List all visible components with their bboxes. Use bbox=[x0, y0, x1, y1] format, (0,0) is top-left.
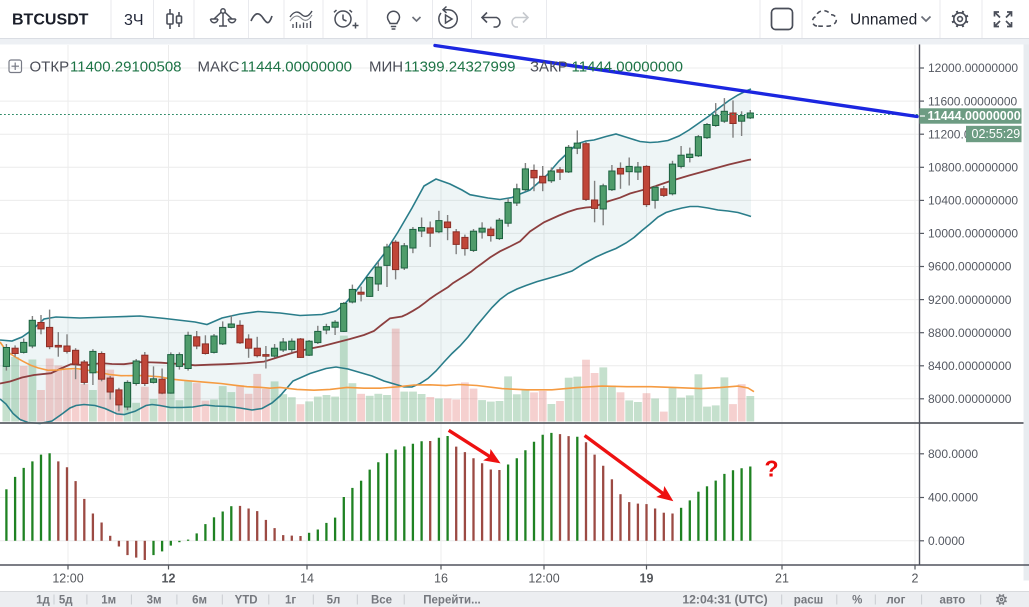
svg-text:МИН: МИН bbox=[369, 59, 403, 76]
svg-text:10400.00000000: 10400.00000000 bbox=[928, 194, 1018, 208]
svg-text:11444.00000000: 11444.00000000 bbox=[572, 59, 684, 76]
svg-text:Перейти...: Перейти... bbox=[423, 595, 480, 607]
svg-text:6м: 6м bbox=[192, 595, 207, 607]
svg-text:10800.00000000: 10800.00000000 bbox=[928, 161, 1018, 175]
svg-text:%: % bbox=[852, 595, 862, 607]
svg-text:2: 2 bbox=[912, 572, 919, 586]
svg-text:8800.00000000: 8800.00000000 bbox=[928, 326, 1012, 340]
svg-text:Unnamed: Unnamed bbox=[850, 12, 917, 29]
svg-text:Все: Все bbox=[371, 595, 392, 607]
svg-text:12: 12 bbox=[162, 572, 176, 586]
svg-text:5д: 5д bbox=[59, 595, 73, 607]
svg-text:1д: 1д bbox=[36, 595, 50, 607]
svg-text:11399.24327999: 11399.24327999 bbox=[404, 59, 516, 76]
svg-text:1г: 1г bbox=[285, 595, 296, 607]
svg-text:?: ? bbox=[765, 455, 779, 481]
svg-text:ОТКР: ОТКР bbox=[30, 59, 70, 76]
svg-text:0.0000: 0.0000 bbox=[928, 534, 965, 548]
svg-text:YTD: YTD bbox=[235, 595, 258, 607]
svg-text:02:55:29: 02:55:29 bbox=[972, 127, 1021, 141]
svg-text:BTCUSDT: BTCUSDT bbox=[12, 12, 89, 29]
svg-text:11444.00000000: 11444.00000000 bbox=[928, 109, 1021, 123]
svg-text:9200.00000000: 9200.00000000 bbox=[928, 293, 1012, 307]
svg-text:12:00: 12:00 bbox=[528, 572, 559, 586]
svg-text:5л: 5л bbox=[327, 595, 341, 607]
svg-text:8400.00000000: 8400.00000000 bbox=[928, 359, 1012, 373]
svg-text:8000.00000000: 8000.00000000 bbox=[928, 392, 1012, 406]
svg-text:9600.00000000: 9600.00000000 bbox=[928, 260, 1012, 274]
svg-text:10000.00000000: 10000.00000000 bbox=[928, 227, 1018, 241]
svg-text:16: 16 bbox=[434, 572, 448, 586]
svg-text:11400.29100508: 11400.29100508 bbox=[70, 59, 182, 76]
svg-text:авто: авто bbox=[939, 595, 965, 607]
svg-text:800.0000: 800.0000 bbox=[928, 447, 978, 461]
svg-text:14: 14 bbox=[300, 572, 314, 586]
svg-text:расш: расш bbox=[794, 595, 823, 607]
svg-text:11600.00000000: 11600.00000000 bbox=[928, 94, 1018, 108]
svg-text:12000.00000000: 12000.00000000 bbox=[928, 61, 1018, 75]
svg-text:лог: лог bbox=[886, 595, 905, 607]
svg-text:19: 19 bbox=[640, 572, 654, 586]
svg-text:12:00: 12:00 bbox=[52, 572, 83, 586]
svg-text:1м: 1м bbox=[101, 595, 116, 607]
svg-text:21: 21 bbox=[775, 572, 789, 586]
svg-text:МАКС: МАКС bbox=[198, 59, 240, 76]
svg-text:3Ч: 3Ч bbox=[124, 12, 144, 29]
svg-text:12:04:31 (UTC): 12:04:31 (UTC) bbox=[682, 593, 767, 607]
svg-text:11444.00000000: 11444.00000000 bbox=[241, 59, 353, 76]
svg-text:400.0000: 400.0000 bbox=[928, 491, 978, 505]
svg-text:3м: 3м bbox=[147, 595, 162, 607]
svg-text:ЗАКР: ЗАКР bbox=[530, 59, 568, 76]
